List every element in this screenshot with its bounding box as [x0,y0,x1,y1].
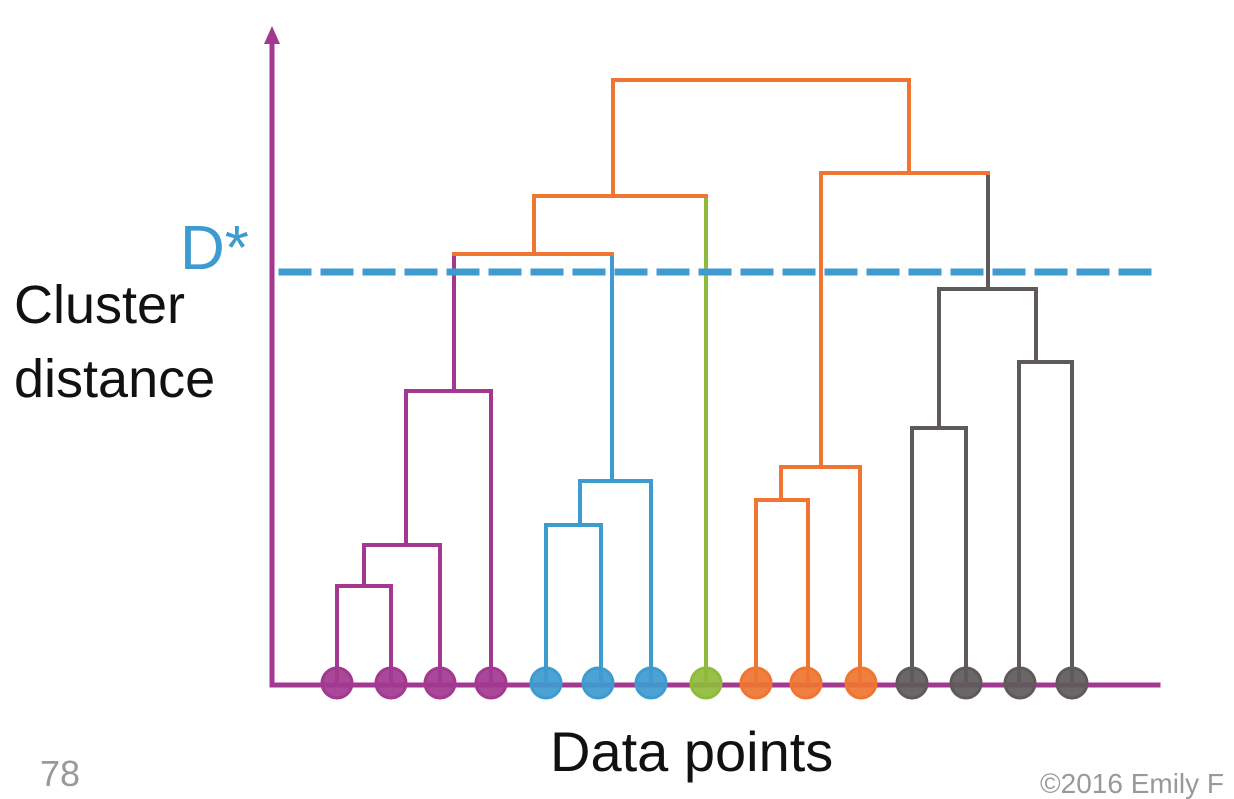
x-axis-label: Data points [550,720,834,783]
data-point [374,666,408,700]
y-axis-label-line1: Cluster [14,275,186,335]
data-point [474,666,508,700]
data-point [895,666,929,700]
copyright-notice: ©2016 Emily F [1040,768,1225,799]
data-point [789,666,823,700]
data-point [1003,666,1037,700]
y-axis-label-line2: distance [14,349,216,409]
data-point [423,666,457,700]
y-axis-arrow-icon [264,26,280,44]
slide-number: 78 [40,753,81,794]
data-point [320,666,354,700]
data-point [529,666,563,700]
data-point [689,666,723,700]
data-point [581,666,615,700]
data-point [1055,666,1089,700]
data-point [634,666,668,700]
data-point [844,666,878,700]
data-point [739,666,773,700]
data-point [949,666,983,700]
threshold-label: D* [180,214,249,283]
